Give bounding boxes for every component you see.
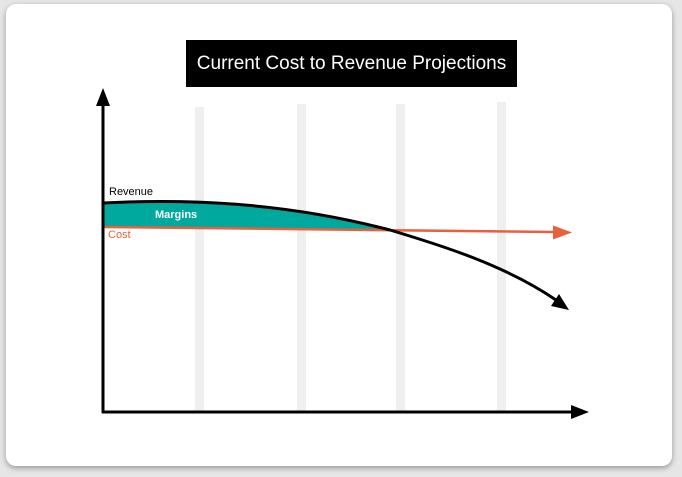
margins-area [103,201,390,230]
revenue-label: Revenue [109,186,154,198]
diagram-title: Current Cost to Revenue Projections [186,40,517,87]
cost-arrowhead [553,225,572,240]
gridline-2 [297,104,306,412]
gridline-1 [195,107,204,412]
margins-label: Margins [155,209,198,221]
revenue-curve [102,199,557,302]
gridline-3 [396,104,405,412]
cost-label: Cost [108,229,131,241]
y-axis-arrowhead [96,88,110,106]
revenue-arrowhead [551,294,569,310]
x-axis-arrowhead [571,405,589,419]
cost-line [102,225,557,234]
gridline-4 [497,102,506,412]
